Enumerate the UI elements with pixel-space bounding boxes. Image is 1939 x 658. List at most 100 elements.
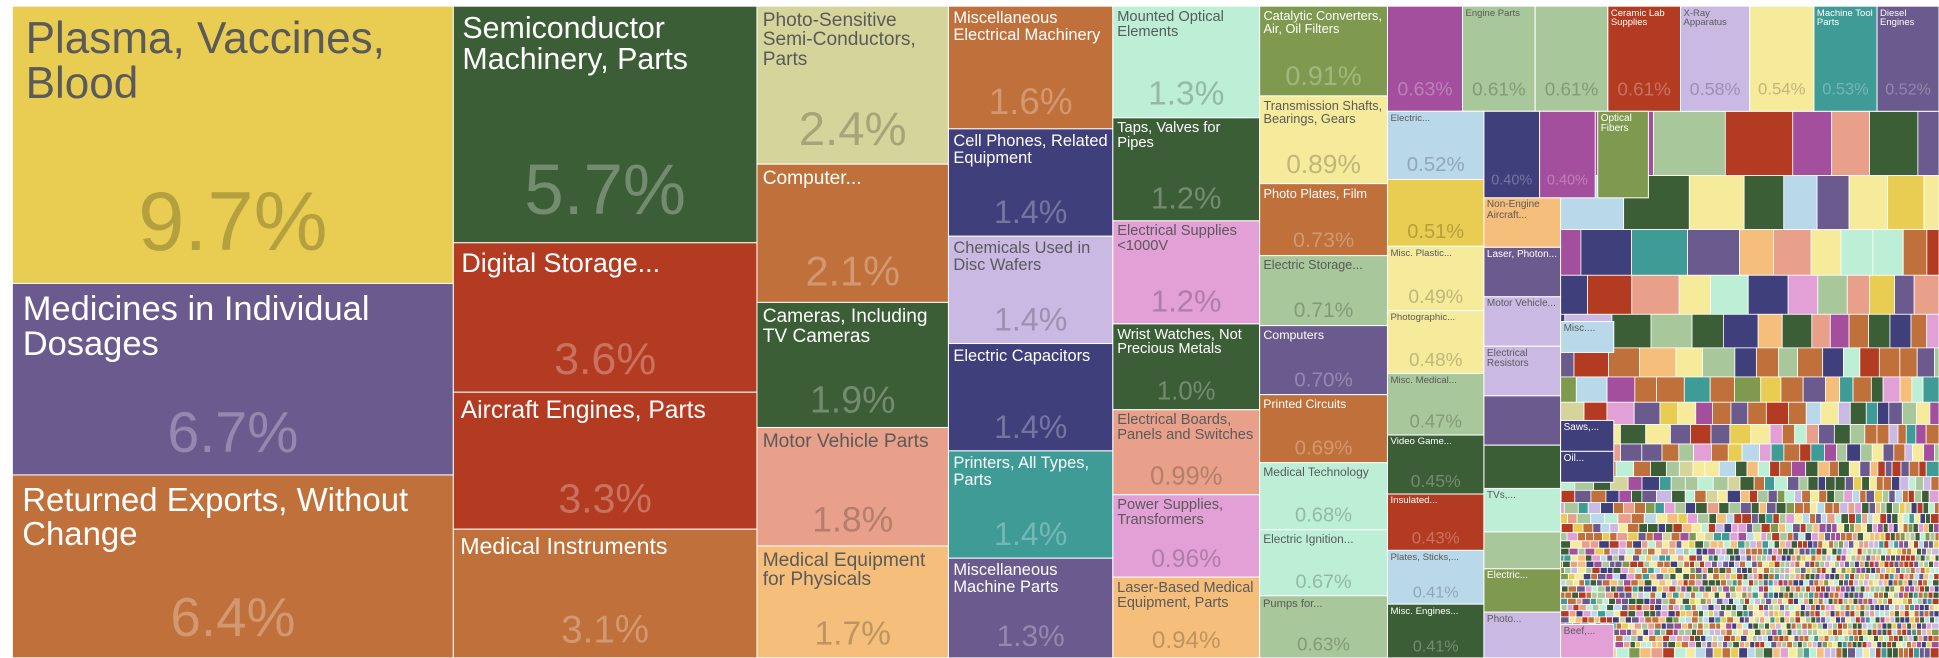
minor-tile — [1924, 567, 1931, 574]
minor-tile — [1620, 597, 1629, 605]
minor-tile — [1794, 489, 1803, 504]
minor-tile — [1702, 622, 1710, 630]
minor-tile — [1782, 597, 1789, 605]
tile-label: Medical Technology — [1263, 466, 1369, 478]
minor-tile — [1776, 628, 1783, 636]
minor-tile — [1560, 610, 1570, 618]
minor-tile — [1839, 573, 1846, 581]
minor-tile — [1778, 635, 1785, 643]
minor-tile — [1565, 579, 1574, 587]
minor-tile — [1908, 647, 1914, 658]
minor-tile — [1884, 460, 1893, 478]
minor-tile — [1898, 502, 1906, 515]
minor-tile — [1741, 591, 1748, 599]
minor-tile — [1780, 376, 1804, 403]
minor-tile — [1786, 628, 1793, 636]
tile-name: Printers, All Types, Parts — [953, 453, 1090, 489]
minor-tile — [1651, 579, 1660, 587]
minor-tile — [1731, 622, 1738, 630]
minor-tile — [1865, 567, 1872, 574]
minor-tile — [1712, 567, 1720, 574]
minor-tile — [1758, 585, 1764, 593]
minor-tile — [1609, 532, 1618, 542]
minor-tile — [1795, 554, 1802, 562]
minor-tile — [1736, 622, 1743, 630]
minor-tile — [1864, 616, 1871, 624]
minor-tile — [1830, 647, 1837, 658]
minor-tile — [1903, 647, 1909, 658]
minor-tile — [1566, 604, 1574, 612]
minor-tile — [1817, 532, 1825, 542]
minor-tile — [1740, 489, 1750, 504]
tile-label: Wrist Watches, Not Precious Metals — [1117, 327, 1242, 357]
minor-tile — [1651, 585, 1658, 593]
minor-tile — [1833, 540, 1839, 549]
minor-tile — [1839, 376, 1854, 403]
minor-tile — [1750, 424, 1771, 445]
minor-tile — [1897, 424, 1907, 445]
tile-label: Semiconductor Machinery, Parts — [462, 13, 688, 75]
minor-tile — [1483, 296, 1562, 347]
minor-tile — [1819, 573, 1826, 581]
tile-name: Returned Exports, Without Change — [22, 481, 409, 552]
minor-tile — [1688, 554, 1697, 562]
minor-tile — [1917, 523, 1924, 534]
minor-tile — [1574, 616, 1583, 624]
minor-tile — [1791, 460, 1807, 478]
minor-tile — [1847, 597, 1854, 605]
minor-tile — [1685, 502, 1697, 515]
minor-tile — [1653, 110, 1726, 176]
minor-tile — [1813, 635, 1820, 643]
minor-tile — [1834, 489, 1845, 504]
minor-tile — [1918, 647, 1925, 658]
minor-tile — [1602, 597, 1610, 605]
tile-value: 6.7% — [167, 401, 298, 465]
minor-tile — [1934, 567, 1939, 574]
minor-tile — [1663, 573, 1671, 581]
minor-tile — [1697, 476, 1714, 491]
minor-tile — [1677, 560, 1685, 568]
minor-tile — [1888, 489, 1896, 504]
minor-tile — [1904, 585, 1910, 593]
minor-tile — [1916, 547, 1922, 556]
minor-tile — [1660, 547, 1669, 556]
minor-tile — [1736, 567, 1742, 574]
minor-tile — [1710, 274, 1749, 315]
minor-tile — [1620, 567, 1629, 574]
minor-tile — [1918, 560, 1925, 568]
minor-tile — [1675, 597, 1683, 605]
tile-name: Cell Phones, Related Equipment — [953, 131, 1108, 167]
minor-tile — [1606, 604, 1615, 612]
minor-tile — [1838, 591, 1845, 599]
tile-label: Digital Storage... — [461, 249, 660, 276]
minor-tile — [1835, 532, 1841, 542]
minor-tile — [1828, 460, 1839, 478]
minor-tile — [1903, 573, 1910, 581]
minor-tile — [1878, 635, 1884, 643]
minor-tile — [1672, 616, 1680, 624]
minor-tile — [1886, 513, 1893, 525]
minor-tile — [1788, 604, 1796, 612]
minor-tile — [1805, 585, 1812, 593]
minor-tile — [1578, 604, 1587, 612]
minor-tile — [1914, 585, 1920, 593]
minor-tile — [1767, 579, 1774, 587]
minor-tile — [1641, 604, 1651, 612]
minor-tile — [1910, 313, 1928, 349]
minor-tile — [1591, 554, 1601, 562]
minor-tile — [1613, 604, 1623, 612]
minor-tile — [1867, 597, 1874, 605]
minor-tile — [1928, 489, 1939, 504]
minor-tile — [1883, 591, 1889, 599]
minor-tile — [1744, 540, 1751, 549]
minor-tile — [1881, 628, 1888, 636]
minor-tile — [1699, 560, 1705, 568]
minor-tile — [1691, 585, 1700, 593]
minor-tile — [1933, 573, 1939, 581]
minor-tile — [1590, 513, 1605, 525]
minor-tile — [1831, 641, 1838, 649]
minor-tile — [1912, 635, 1919, 643]
minor-tile — [1680, 585, 1687, 593]
minor-tile — [1645, 532, 1654, 542]
